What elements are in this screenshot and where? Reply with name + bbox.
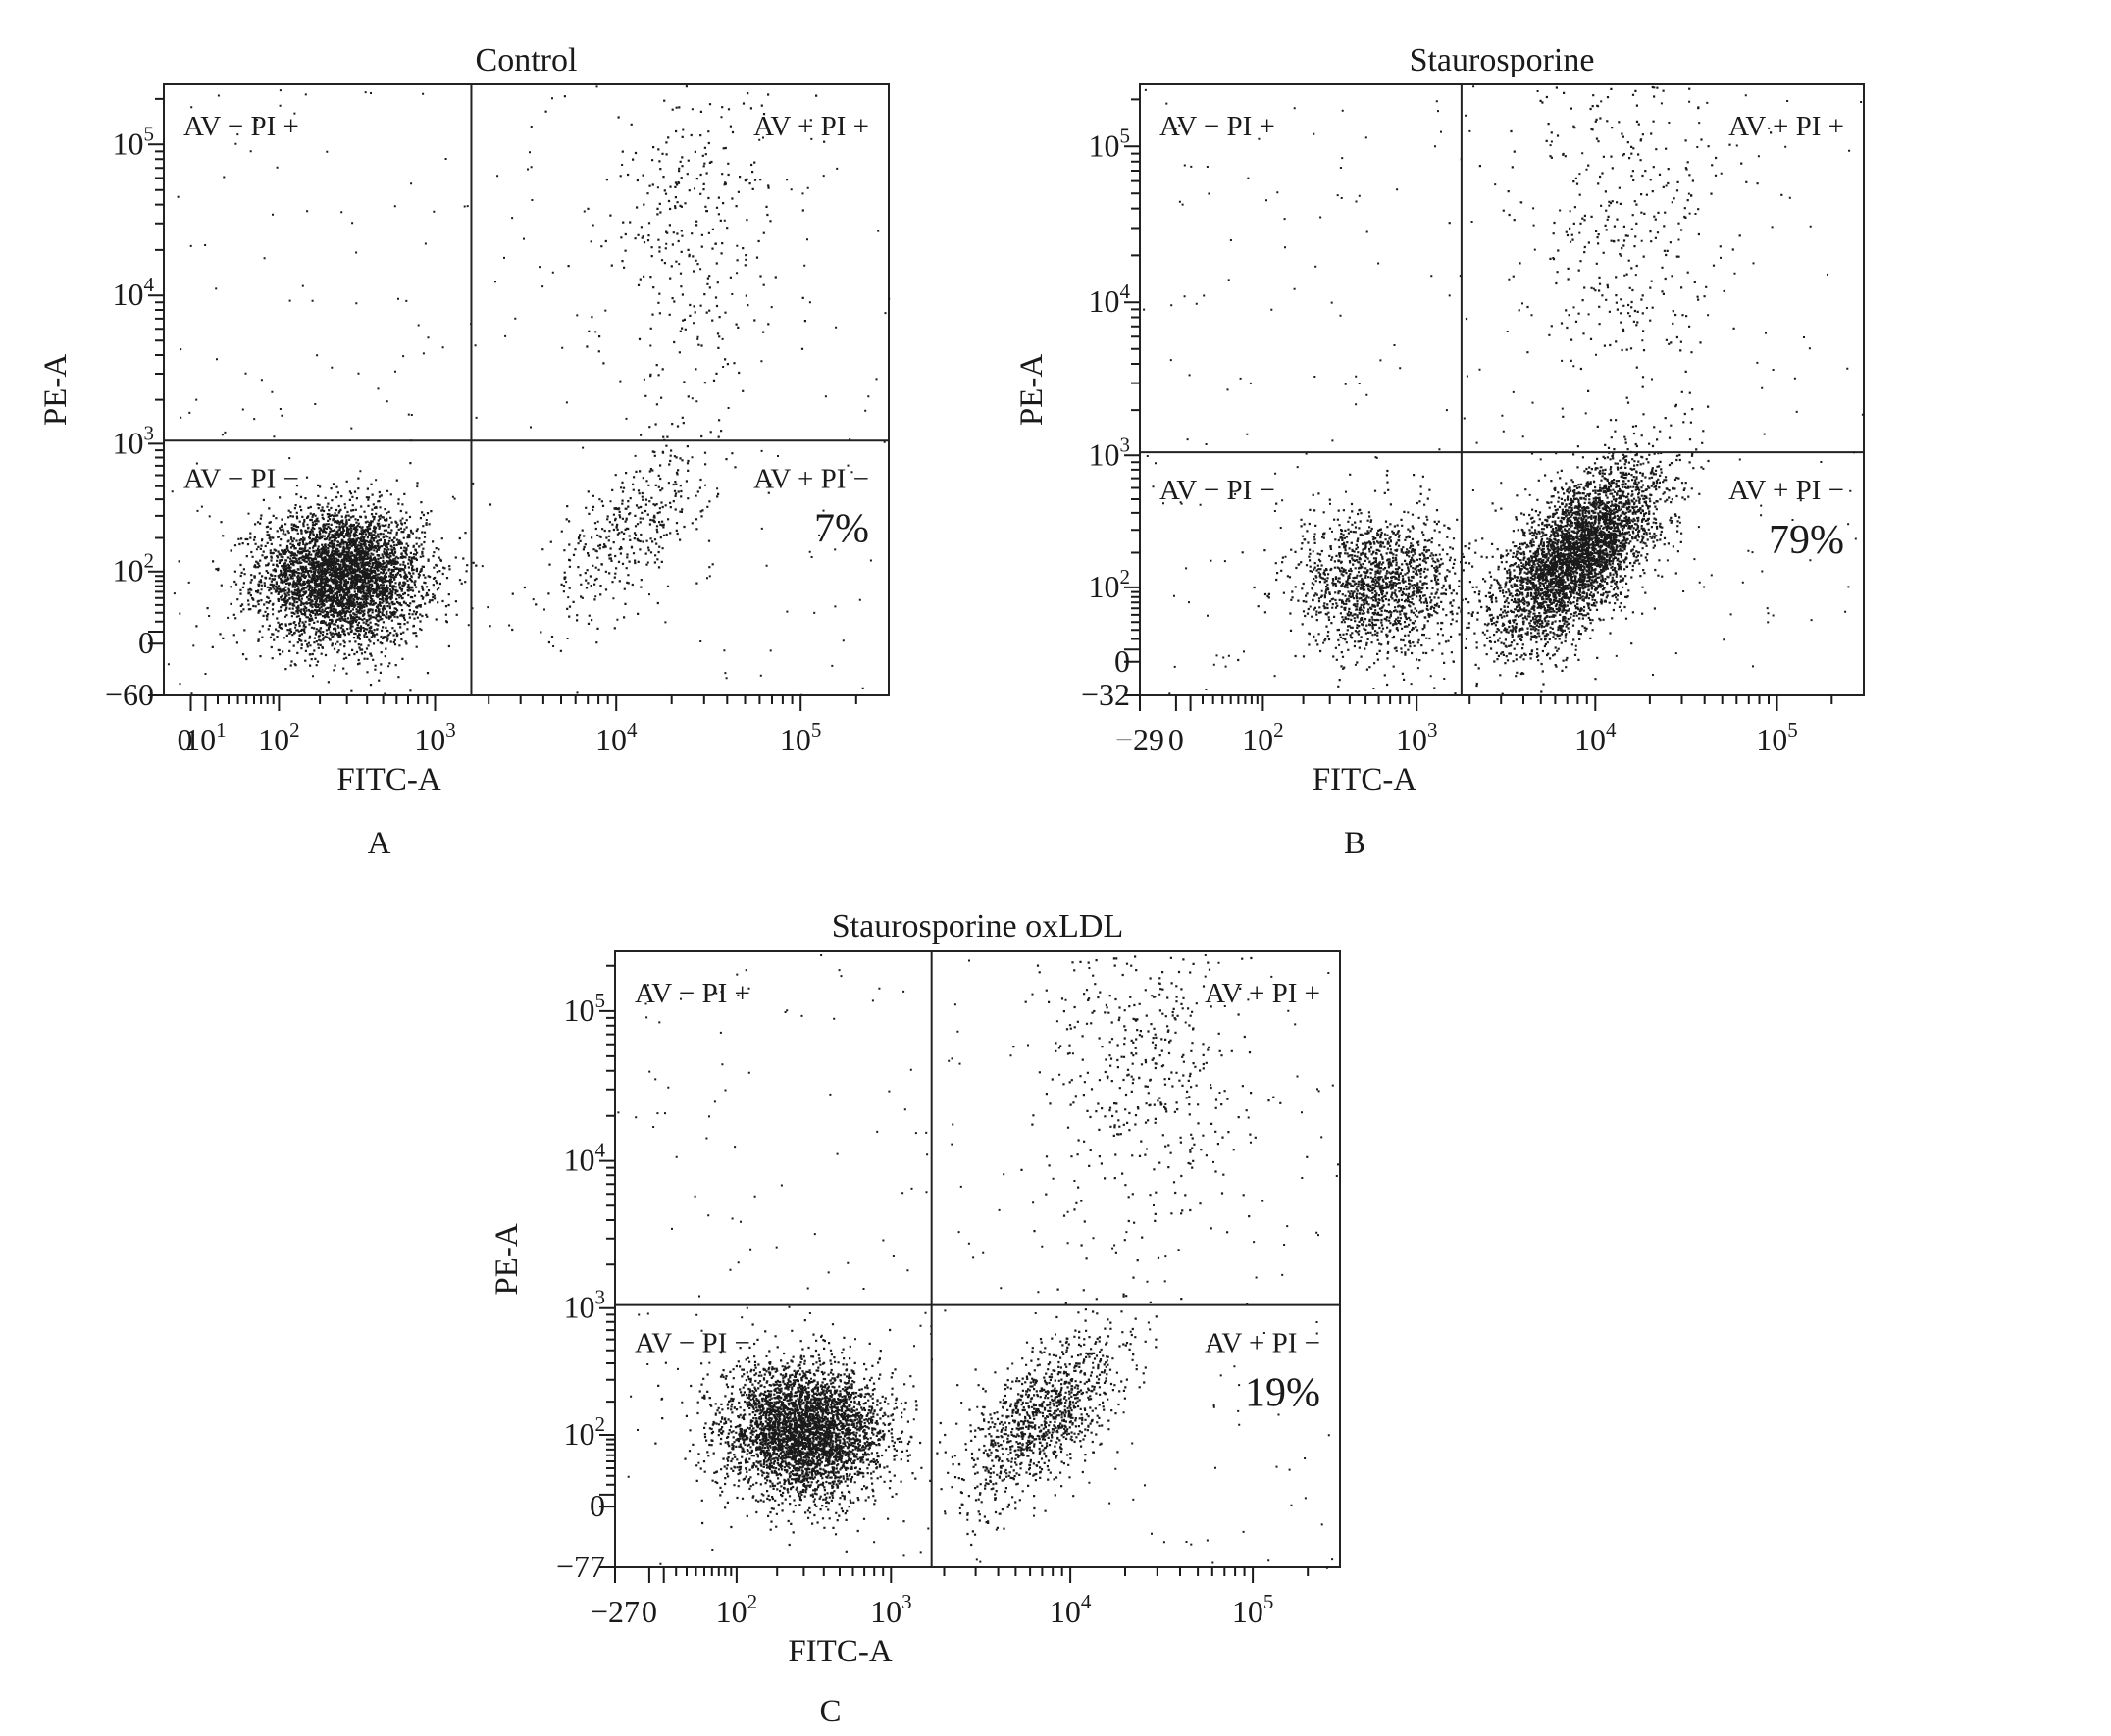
x-tick-label: 103	[870, 1590, 912, 1629]
quadrant-label-bottom-right: AV + PI −	[1205, 1328, 1320, 1359]
x-tick-label: 0	[642, 1594, 657, 1629]
x-tick-label: 105	[1232, 1590, 1274, 1629]
y-tick-label: 104	[113, 273, 155, 312]
y-tick-label: 105	[564, 989, 606, 1028]
quadrant-label-bottom-right: AV + PI −	[753, 463, 869, 494]
panel-title: Staurosporine oxLDL	[832, 908, 1123, 945]
percentage-annotation: 19%	[1245, 1371, 1320, 1416]
quadrant-label-bottom-left: AV − PI −	[1159, 475, 1275, 506]
y-tick-label: 103	[564, 1286, 606, 1325]
plot-frame	[1139, 83, 1865, 696]
x-tick-label: 103	[1396, 718, 1438, 757]
quadrant-label-top-right: AV + PI +	[753, 111, 869, 142]
y-axis-title: PE-A	[1014, 354, 1050, 427]
event-dots	[617, 954, 1339, 1569]
quadrant-label-bottom-left: AV − PI −	[183, 463, 299, 494]
y-tick-label: −60	[105, 677, 154, 712]
x-tick-label: −29	[1115, 722, 1164, 757]
x-tick-label: 105	[1756, 718, 1798, 757]
y-tick-label: 103	[1089, 433, 1131, 472]
population-dots	[1143, 85, 1864, 695]
quadrant-label-top-right: AV + PI +	[1205, 978, 1320, 1009]
x-axis-title: FITC-A	[1313, 762, 1417, 797]
x-tick-label: 102	[1242, 718, 1284, 757]
y-tick-label: 104	[1089, 280, 1131, 319]
panel-letter: A	[368, 826, 391, 861]
y-tick-label: 102	[1089, 565, 1131, 604]
population-dots	[617, 954, 1338, 1564]
percentage-annotation: 7%	[814, 506, 869, 551]
event-dots	[167, 85, 891, 696]
y-tick-label: 102	[113, 549, 155, 588]
quadrant-label-bottom-right: AV + PI −	[1728, 475, 1844, 506]
axis-ticks	[1124, 98, 1833, 711]
x-axis-title: FITC-A	[336, 762, 441, 797]
plot-frame	[163, 83, 890, 696]
x-tick-label: 104	[1574, 718, 1617, 757]
quadrant-label-top-left: AV − PI +	[1159, 111, 1275, 142]
x-axis-title: FITC-A	[788, 1634, 893, 1669]
x-tick-label: 0	[178, 722, 193, 757]
panel-b: AV − PI + AV + PI + AV − PI − AV + PI − 79% −…	[1014, 42, 1865, 861]
population-dots	[167, 85, 886, 696]
y-tick-label: 103	[113, 421, 155, 460]
panel-letter: C	[819, 1694, 841, 1729]
y-tick-label: 105	[113, 122, 155, 161]
quadrant-label-top-left: AV − PI +	[635, 978, 750, 1009]
axis-ticks	[148, 97, 857, 711]
x-tick-label: 105	[780, 718, 822, 757]
panel-title: Control	[476, 42, 578, 78]
panel-a: AV − PI + AV + PI +AV − PI − AV + PI −7%01…	[38, 42, 891, 861]
x-tick-label: 101	[184, 718, 227, 757]
population-dots	[635, 975, 1339, 1569]
y-axis-title: PE-A	[489, 1223, 525, 1296]
x-tick-label: −27	[591, 1594, 640, 1629]
x-tick-label: 0	[1168, 722, 1184, 757]
x-tick-label: 102	[258, 718, 300, 757]
quadrant-label-top-left: AV − PI +	[183, 111, 299, 142]
y-tick-label: 104	[564, 1139, 606, 1178]
y-axis-title: PE-A	[38, 354, 74, 427]
plot-frame	[614, 950, 1341, 1568]
quadrant-label-top-right: AV + PI +	[1728, 111, 1844, 142]
quadrant-label-bottom-left: AV − PI −	[635, 1328, 750, 1359]
y-tick-label: −77	[556, 1549, 605, 1584]
panel-c: AV − PI + AV + PI + AV − PI − AV + PI − 19% −…	[489, 908, 1341, 1729]
y-tick-label: 105	[1089, 124, 1131, 163]
panel-letter: B	[1344, 826, 1365, 861]
y-tick-label: 0	[1114, 643, 1130, 679]
x-tick-label: 104	[1050, 1590, 1092, 1629]
x-tick-label: 104	[595, 718, 638, 757]
population-dots	[1144, 88, 1863, 689]
event-dots	[1143, 85, 1864, 695]
axis-ticks	[599, 964, 1310, 1583]
x-tick-label: 103	[414, 718, 456, 757]
percentage-annotation: 79%	[1769, 518, 1844, 563]
y-tick-label: −32	[1081, 677, 1130, 712]
panel-title: Staurosporine	[1410, 42, 1595, 78]
y-tick-label: 0	[138, 625, 154, 660]
y-tick-label: 0	[590, 1488, 605, 1523]
x-tick-label: 102	[716, 1590, 758, 1629]
y-tick-label: 102	[564, 1412, 606, 1452]
